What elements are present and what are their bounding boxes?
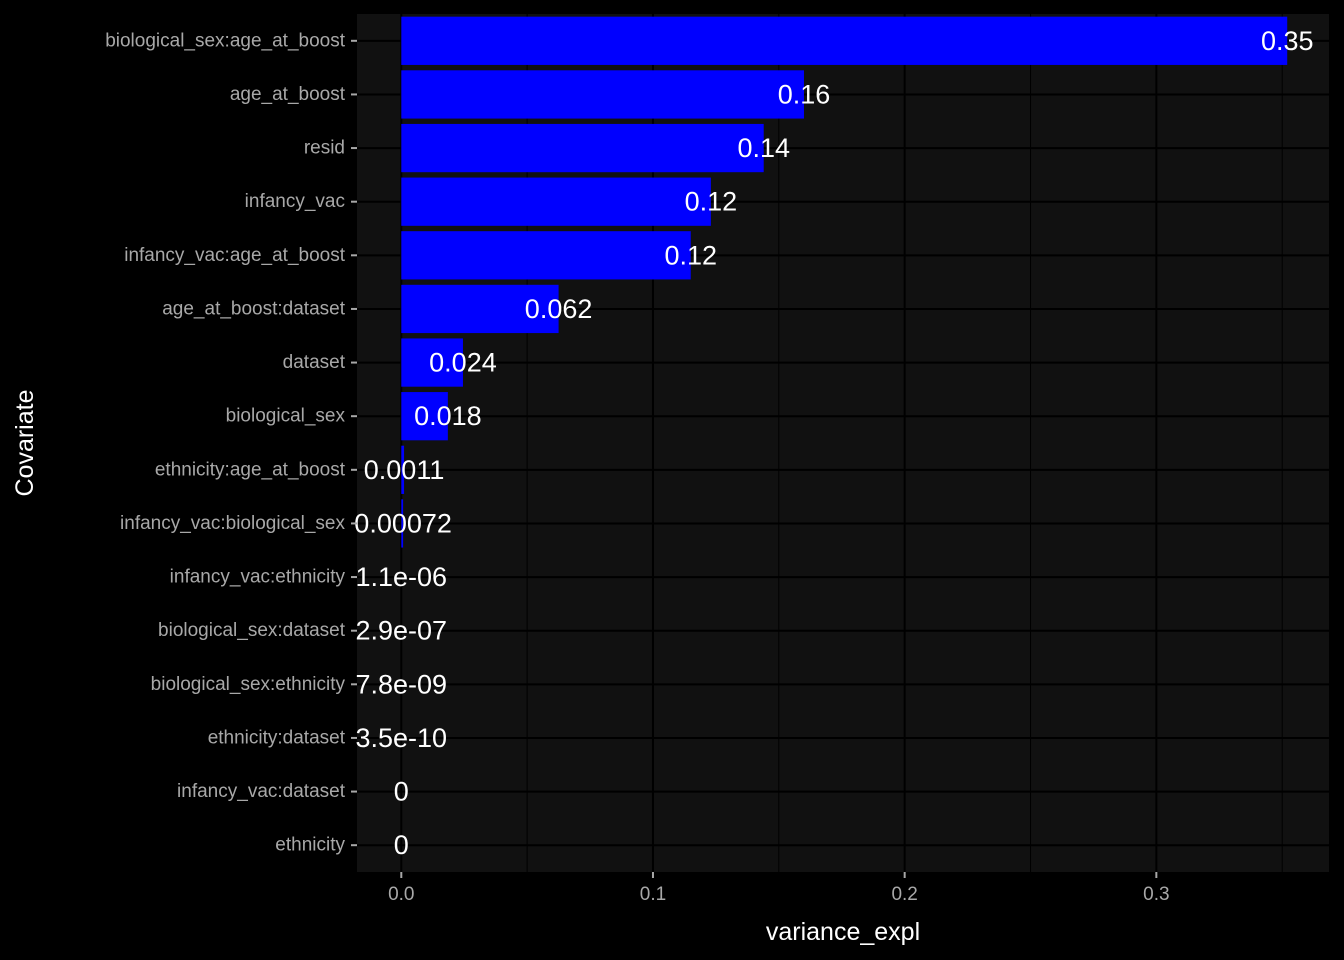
data-label: 2.9e-07 <box>356 616 448 646</box>
x-axis-title: variance_expl <box>766 918 920 946</box>
bars <box>401 16 1288 709</box>
data-label: 0.12 <box>685 187 738 217</box>
data-label: 0 <box>394 777 409 807</box>
bar <box>401 338 463 387</box>
y-tick-label: infancy_vac:ethnicity <box>170 567 346 588</box>
data-label: 0.14 <box>737 133 790 163</box>
bar <box>401 16 1288 65</box>
x-tick-label: 0.0 <box>388 884 414 905</box>
x-tick-label: 0.1 <box>640 884 666 905</box>
bar <box>401 231 691 280</box>
y-tick-label: infancy_vac:dataset <box>177 781 346 802</box>
y-tick-label: infancy_vac:age_at_boost <box>124 245 345 266</box>
data-label: 0.0011 <box>364 455 445 485</box>
y-axis-title: Covariate <box>11 390 39 497</box>
y-tick-label: ethnicity:age_at_boost <box>155 459 346 480</box>
data-label: 0.35 <box>1261 26 1314 56</box>
data-labels: 0.35 0.16 0.14 0.12 0.12 0.062 0.024 0.018 0.001… <box>354 26 1313 860</box>
data-label: 0.00072 <box>354 508 452 538</box>
data-label: 7.8e-09 <box>356 669 448 699</box>
y-tick-label: resid <box>304 138 345 159</box>
data-label: 0 <box>394 830 409 860</box>
y-tick-label: age_at_boost <box>230 84 346 105</box>
bar <box>401 445 405 494</box>
y-tick-label: infancy_vac:biological_sex <box>120 513 345 534</box>
data-label: 0.16 <box>778 79 831 109</box>
y-tick-label: infancy_vac <box>245 191 345 212</box>
data-label: 0.062 <box>525 294 593 324</box>
data-label: 1.1e-06 <box>356 562 448 592</box>
data-label: 0.024 <box>429 348 497 378</box>
bar <box>401 123 764 173</box>
data-label: 3.5e-10 <box>356 723 448 753</box>
y-tick-label: dataset <box>283 352 346 373</box>
x-tick-label: 0.3 <box>1143 884 1169 905</box>
y-tick-label: biological_sex <box>226 406 346 427</box>
x-tick-label: 0.2 <box>891 884 917 905</box>
y-axis: biological_sex:age_at_boost age_at_boostr… <box>105 30 357 856</box>
y-tick-label: biological_sex:age_at_boost <box>105 30 346 51</box>
bar <box>401 392 448 441</box>
bar <box>401 499 404 548</box>
bar <box>401 177 711 226</box>
y-tick-label: ethnicity <box>275 835 345 856</box>
y-tick-label: biological_sex:dataset <box>158 620 346 641</box>
data-label: 0.018 <box>414 401 482 431</box>
y-tick-label: age_at_boost:dataset <box>162 298 345 319</box>
data-label: 0.12 <box>664 240 717 270</box>
x-axis: 0.0 0.1 0.2 0.3 <box>388 872 1170 905</box>
bar <box>401 70 804 119</box>
bar <box>401 284 559 334</box>
y-tick-label: biological_sex:ethnicity <box>151 674 346 695</box>
y-tick-label: ethnicity:dataset <box>208 727 346 748</box>
